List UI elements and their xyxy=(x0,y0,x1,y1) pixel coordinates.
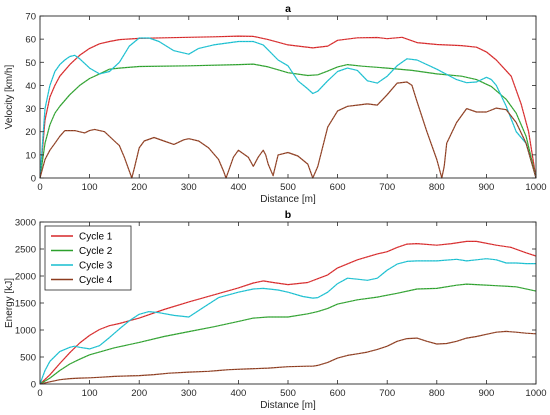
x-tick-label: 900 xyxy=(478,388,494,399)
x-tick-label: 200 xyxy=(131,388,147,399)
series-group xyxy=(39,240,537,385)
y-tick-label: 2500 xyxy=(15,245,36,256)
y-tick-label: 30 xyxy=(25,104,36,115)
series-group xyxy=(39,35,537,179)
plot-area xyxy=(40,16,536,178)
series-marker-texture-2 xyxy=(39,63,537,179)
x-tick-label: 0 xyxy=(37,182,42,193)
series-marker-texture-2 xyxy=(39,283,537,385)
x-tick-label: 1000 xyxy=(525,182,546,193)
x-tick-label: 500 xyxy=(280,388,296,399)
y-tick-label: 2000 xyxy=(15,272,36,283)
y-tick-label: 0 xyxy=(31,174,36,185)
x-tick-label: 0 xyxy=(37,388,42,399)
legend-entry: Cycle 1 xyxy=(79,232,113,243)
legend-entry: Cycle 3 xyxy=(79,261,113,272)
legend: Cycle 1 Cycle 2 Cycle 3 Cycle 4 xyxy=(44,225,132,291)
series-line-4 xyxy=(39,330,537,385)
y-tick-label: 3000 xyxy=(15,218,36,229)
panel-title: a xyxy=(285,3,291,15)
x-tick-label: 400 xyxy=(230,388,246,399)
x-tick-label: 600 xyxy=(330,388,346,399)
series-marker-texture-1 xyxy=(39,35,537,179)
y-tick-label: 1000 xyxy=(15,326,36,337)
y-axis-label: Energy [kJ] xyxy=(4,278,15,328)
y-tick-label: 10 xyxy=(25,150,36,161)
x-tick-label: 100 xyxy=(82,388,98,399)
legend-entry: Cycle 2 xyxy=(79,246,113,257)
y-axis-label: Velocity [km/h] xyxy=(4,65,15,130)
chart-panel-a: 0 100 200 300 400 500 600 700 800 900 1000 0 10 20 30 4… xyxy=(4,3,547,205)
panel-title: b xyxy=(285,209,291,221)
series-line-1 xyxy=(39,240,537,385)
x-tick-label: 700 xyxy=(379,388,395,399)
x-axis-label: Distance [m] xyxy=(260,400,316,411)
y-tick-label: 60 xyxy=(25,35,36,46)
y-tick-label: 0 xyxy=(31,380,36,391)
x-tick-label: 300 xyxy=(181,388,197,399)
x-axis-label: Distance [m] xyxy=(260,194,316,205)
series-marker-texture-3 xyxy=(39,258,536,385)
x-tick-label: 1000 xyxy=(525,388,546,399)
y-tick-label: 1500 xyxy=(15,299,36,310)
y-tick-label: 20 xyxy=(25,127,36,138)
series-marker-texture-3 xyxy=(39,37,537,179)
x-tick-label: 700 xyxy=(379,182,395,193)
series-line-4 xyxy=(39,81,537,179)
x-tick-label: 800 xyxy=(429,182,445,193)
x-tick-label: 500 xyxy=(280,182,296,193)
y-tick-label: 50 xyxy=(25,58,36,69)
x-tick-label: 200 xyxy=(131,182,147,193)
legend-entry: Cycle 4 xyxy=(79,275,113,286)
x-tick-label: 900 xyxy=(478,182,494,193)
x-tick-label: 600 xyxy=(330,182,346,193)
chart-panel-b: 0 100 200 300 400 500 600 700 800 900 1000 0 500 1000… xyxy=(4,209,547,411)
y-tick-label: 40 xyxy=(25,81,36,92)
x-tick-label: 100 xyxy=(82,182,98,193)
x-tick-label: 800 xyxy=(429,388,445,399)
x-tick-label: 400 xyxy=(230,182,246,193)
y-tick-label: 70 xyxy=(25,12,36,23)
y-tick-label: 500 xyxy=(20,353,36,364)
x-tick-label: 300 xyxy=(181,182,197,193)
